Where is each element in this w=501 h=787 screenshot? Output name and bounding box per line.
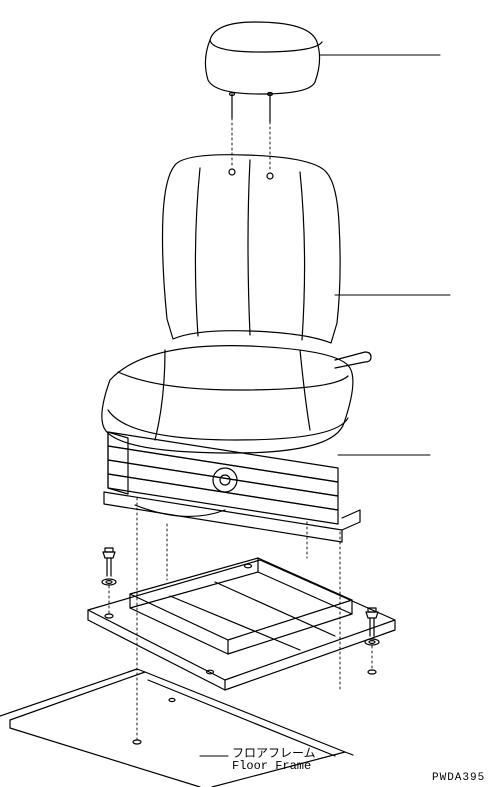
diagram-canvas: フロアフレーム Floor Frame PWDA395 bbox=[0, 0, 501, 787]
suspension-base bbox=[104, 432, 360, 542]
seat-assembly bbox=[102, 155, 371, 453]
bolt-left bbox=[102, 548, 116, 585]
technical-drawing bbox=[0, 0, 501, 787]
headrest bbox=[205, 22, 322, 122]
floor-frame-label-en: Floor Frame bbox=[232, 760, 311, 773]
drawing-code: PWDA395 bbox=[432, 772, 485, 784]
